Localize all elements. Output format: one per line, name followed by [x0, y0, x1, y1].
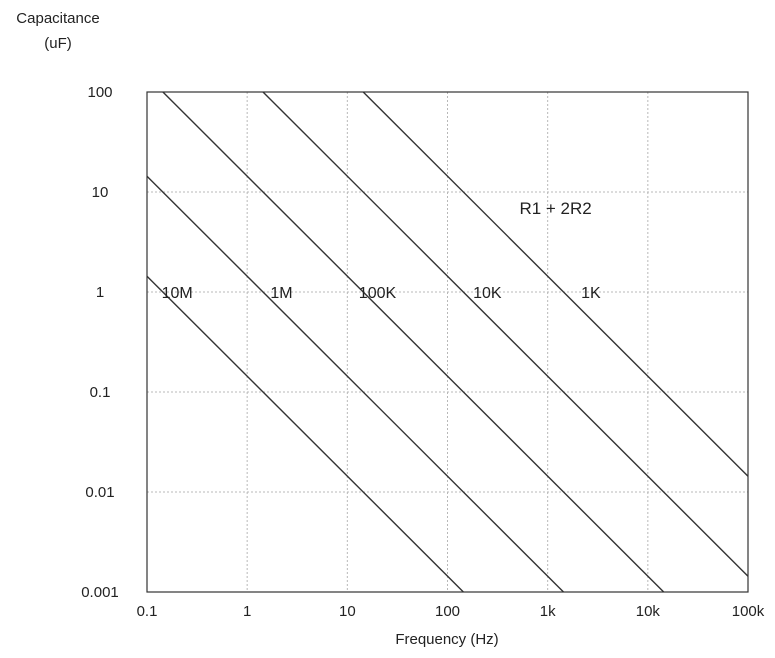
- annotation-formula: R1 + 2R2: [519, 199, 591, 218]
- y-tick-label: 0.001: [81, 584, 119, 601]
- x-tick-label: 1k: [540, 603, 556, 620]
- series-line-1k: [362, 91, 749, 477]
- series-label-10m: 10M: [162, 285, 193, 302]
- x-tick-label: 100k: [732, 603, 765, 620]
- x-tick-label: 10: [339, 603, 356, 620]
- x-tick-labels: 0.1 1 10 100 1k 10k 100k: [137, 603, 765, 620]
- y-tick-labels: 0.001 0.01 0.1 1 10 100: [81, 84, 119, 601]
- y-tick-label: 10: [92, 184, 109, 201]
- series-label-10k: 10K: [473, 285, 502, 302]
- series-label-1m: 1M: [270, 285, 292, 302]
- series-line-10m: [146, 275, 464, 593]
- x-tick-label: 10k: [636, 603, 661, 620]
- gridlines: [147, 92, 748, 592]
- series-line-100k: [162, 91, 665, 593]
- annotations: R1 + 2R2: [519, 199, 591, 218]
- y-tick-label: 0.1: [90, 384, 111, 401]
- y-axis-unit: (uF): [44, 35, 72, 52]
- x-tick-label: 1: [243, 603, 251, 620]
- plot-frame: [146, 91, 749, 593]
- y-tick-label: 1: [96, 284, 104, 301]
- series-line-1m: [146, 175, 564, 593]
- y-tick-label: 100: [87, 84, 112, 101]
- x-axis-title: Frequency (Hz): [395, 631, 498, 648]
- x-tick-label: 100: [435, 603, 460, 620]
- y-axis-title: Capacitance: [16, 10, 99, 27]
- series-label-100k: 100K: [359, 285, 397, 302]
- series-label-1k: 1K: [581, 285, 601, 302]
- series-line-10k: [262, 91, 749, 577]
- x-tick-label: 0.1: [137, 603, 158, 620]
- y-tick-label: 0.01: [85, 484, 114, 501]
- series-labels: 10M 1M 100K 10K 1K: [162, 285, 601, 302]
- series-lines: [146, 91, 749, 593]
